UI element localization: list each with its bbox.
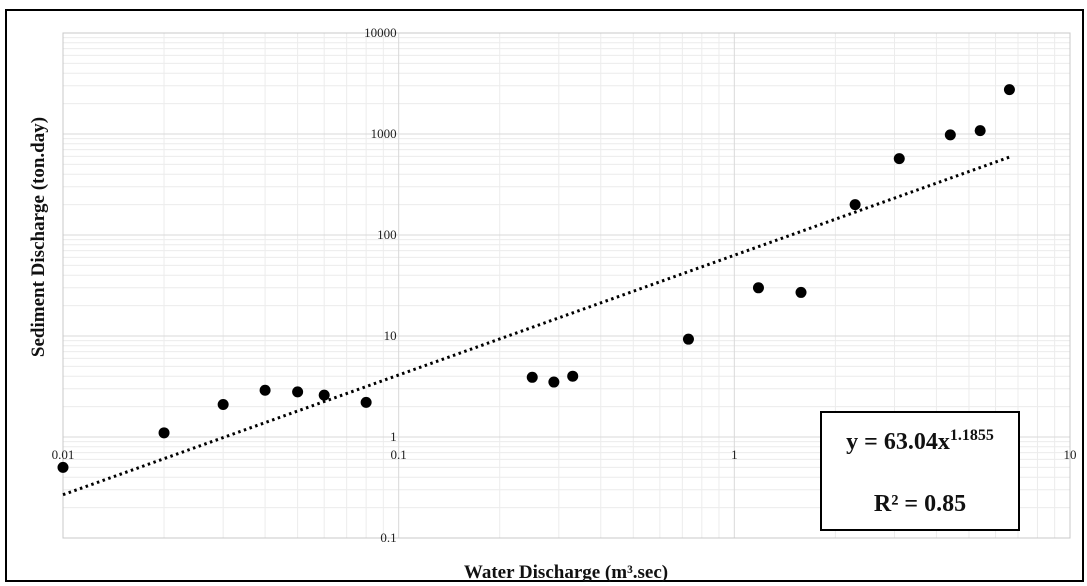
- data-point: [974, 125, 986, 137]
- equation-exponent: 1.1855: [950, 427, 994, 444]
- x-tick-labels: 0.01 0.1 1 10: [52, 447, 1077, 462]
- data-point: [567, 370, 579, 382]
- x-tick-label: 1: [731, 447, 738, 462]
- y-tick-label: 10: [384, 328, 397, 343]
- equation-box: y = 63.04x1.1855 R² = 0.85: [820, 411, 1020, 531]
- y-tick-label: 1000: [371, 126, 397, 141]
- data-point: [682, 333, 694, 345]
- y-tick-label: 100: [377, 227, 397, 242]
- x-tick-label: 0.01: [52, 447, 75, 462]
- data-point: [57, 461, 69, 473]
- equation-text: y = 63.04x1.1855: [846, 427, 994, 455]
- r-squared-text: R² = 0.85: [874, 491, 966, 517]
- data-point: [795, 286, 807, 298]
- data-point: [259, 384, 271, 396]
- data-point: [752, 282, 764, 294]
- data-point: [360, 396, 372, 408]
- data-point: [1003, 84, 1015, 96]
- x-axis-label: Water Discharge (m³.sec): [464, 562, 668, 583]
- data-point: [944, 129, 956, 141]
- equation-prefix: y = 63.04x: [846, 429, 950, 455]
- y-tick-label: 1: [390, 429, 397, 444]
- x-tick-label: 0.1: [391, 447, 407, 462]
- minor-gridlines: [63, 33, 1070, 538]
- data-points: [57, 84, 1015, 473]
- y-tick-labels: 0.1 1 10 100 1000 10000: [364, 25, 397, 545]
- data-point: [526, 371, 538, 383]
- data-point: [158, 427, 170, 439]
- data-point: [292, 386, 304, 398]
- x-tick-label: 10: [1064, 447, 1077, 462]
- data-point: [318, 389, 330, 401]
- data-point: [849, 199, 861, 211]
- data-point: [548, 376, 560, 388]
- plot-area: [62, 32, 1071, 539]
- y-axis-label: Sediment Discharge (ton.day): [28, 117, 49, 357]
- data-point: [893, 153, 905, 165]
- data-point: [217, 398, 229, 410]
- y-tick-label: 0.1: [380, 530, 396, 545]
- y-tick-label: 10000: [364, 25, 397, 40]
